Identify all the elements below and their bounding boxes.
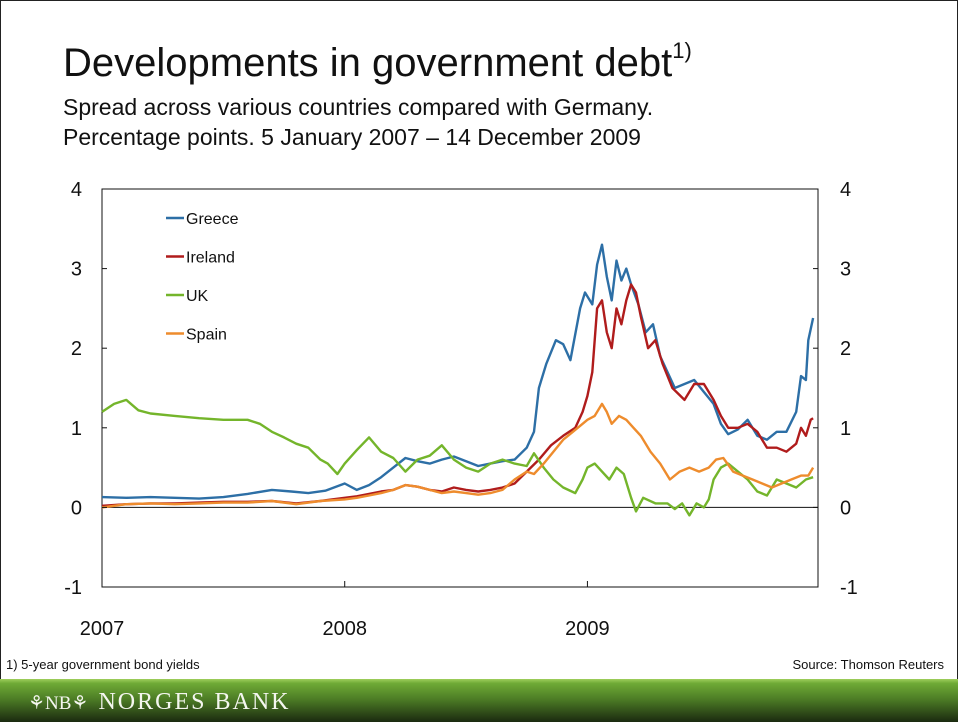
x-tick-label: 2007 [80,618,125,640]
axes: -1 -1 0 0 1 1 2 2 3 3 4 4 2007 2008 2009 [64,179,858,640]
legend-label-greece: Greece [186,211,239,228]
legend: Greece Ireland UK Spain [166,211,239,344]
y-tick-label-left: 1 [71,418,82,440]
x-tick-label: 2009 [565,618,610,640]
y-tick-label-right: 1 [840,418,851,440]
series-lines [101,243,815,517]
slide-title: Developments in government debt1) [63,38,692,85]
plot-border [101,188,819,588]
series-line-ireland [101,283,814,507]
y-tick-label-right: -1 [840,577,858,599]
slide-title-text: Developments in government debt [63,41,673,85]
subtitle-line-2: Percentage points. 5 January 2007 – 14 D… [63,124,641,150]
y-tick-label-right: 0 [840,497,851,519]
series-line-greece [101,243,815,500]
footer-bar: ⚘NB⚘ NORGES BANK [0,679,958,722]
plot-area [101,188,819,588]
y-tick-label-left: 0 [71,497,82,519]
source-note: Source: Thomson Reuters [792,657,945,672]
series-line-uk [101,398,814,517]
title-footnote-marker: 1) [672,38,692,63]
series-line-spain [101,402,815,509]
y-tick-label-left: 2 [71,338,82,360]
y-tick-label-right: 4 [840,179,851,201]
subtitle-line-1: Spread across various countries compared… [63,94,654,120]
y-tick-label-left: -1 [64,577,82,599]
legend-label-uk: UK [186,288,209,305]
legend-label-spain: Spain [186,327,227,344]
norges-bank-logo: ⚘NB⚘ NORGES BANK [28,689,290,716]
bank-name: NORGES BANK [98,689,291,715]
x-tick-label: 2008 [322,618,367,640]
nb-mark-icon: ⚘NB⚘ [28,693,89,714]
slide-subtitle: Spread across various countries compared… [63,92,653,152]
y-tick-label-left: 3 [71,259,82,281]
y-tick-label-right: 2 [840,338,851,360]
y-tick-label-right: 3 [840,259,851,281]
legend-label-ireland: Ireland [186,250,235,267]
footnote: 1) 5-year government bond yields [6,657,200,672]
y-tick-label-left: 4 [71,179,82,201]
